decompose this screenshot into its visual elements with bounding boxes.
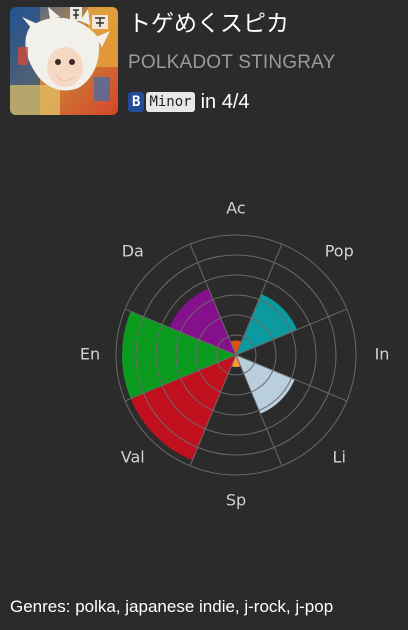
radar-wedge-li: [236, 355, 295, 414]
radar-spoke: [124, 308, 237, 356]
radar-axis-label-da: Da: [122, 241, 144, 260]
radar-axis-label-sp: Sp: [226, 491, 246, 510]
radar-ring: [215, 334, 257, 376]
radar-wedge-val: [130, 355, 236, 461]
genres-text: Genres: polka, japanese indie, j-rock, j…: [10, 597, 334, 616]
radar-spoke: [235, 354, 283, 467]
radar-spoke: [235, 354, 348, 402]
radar-spoke: [124, 354, 237, 402]
radar-ring: [175, 294, 297, 416]
radar-axis-label-ac: Ac: [226, 199, 245, 218]
radar-axis-label-en: En: [80, 345, 100, 364]
radar-axis-label-in: In: [375, 345, 390, 364]
radar-chart: Ac Pop In Li Sp Val En Da: [80, 199, 390, 510]
radar-wedge-pop: [236, 294, 297, 355]
radar-spoke: [189, 243, 237, 356]
radar-wedge-da: [169, 288, 236, 355]
time-signature: in 4/4: [200, 91, 250, 113]
radar-wedge-ac: [230, 340, 242, 355]
radar-axis-label-pop: Pop: [325, 241, 354, 260]
radar-wedge-en: [122, 311, 236, 399]
mode-badge: Minor: [146, 92, 195, 112]
radar-spoke: [189, 354, 237, 467]
radar-axis-label-li: Li: [333, 448, 346, 467]
audio-features-radar: Ac Pop In Li Sp Val En Da: [0, 180, 408, 520]
track-header: トゲめくスピカ POLKADOT STINGRAY B Minor in 4/4: [10, 7, 400, 117]
radar-spoke: [235, 243, 283, 356]
radar-spoke: [235, 308, 348, 356]
radar-ring: [135, 254, 337, 456]
radar-wedge-sp: [231, 355, 241, 368]
album-cover-illustration: [10, 7, 118, 115]
artist-name: POLKADOT STINGRAY: [128, 52, 336, 73]
album-art: [10, 7, 118, 115]
key-row: B Minor in 4/4: [128, 89, 250, 115]
radar-ring: [155, 274, 317, 436]
radar-ring: [195, 314, 277, 396]
radar-ring: [115, 234, 357, 476]
track-title: トゲめくスピカ: [128, 11, 289, 37]
key-badge: B: [128, 92, 145, 112]
radar-axis-label-val: Val: [121, 448, 145, 467]
